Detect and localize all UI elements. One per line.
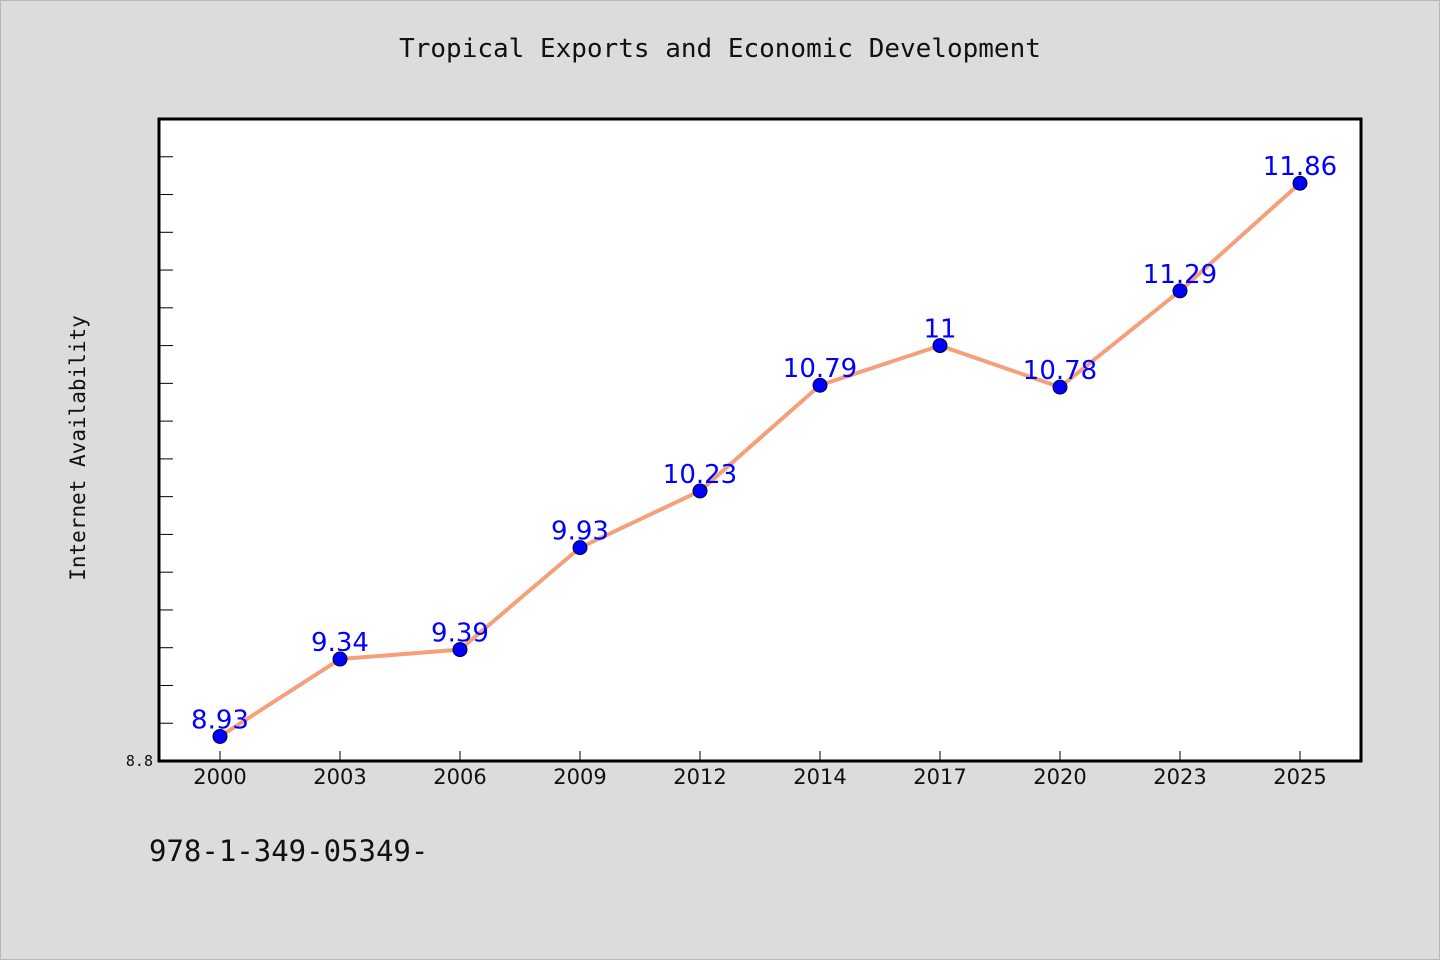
x-tick-label: 2014: [793, 765, 846, 789]
data-label: 11.29: [1143, 260, 1217, 290]
x-tick-label: 2003: [313, 765, 366, 789]
x-tick-label: 2023: [1153, 765, 1206, 789]
data-label: 11: [923, 315, 956, 345]
data-label: 9.39: [431, 619, 489, 649]
data-label: 11.86: [1263, 152, 1337, 182]
data-point: [1052, 379, 1068, 395]
data-label: 9.93: [551, 517, 609, 547]
x-tick-label: 2006: [433, 765, 486, 789]
x-tick-label: 2012: [673, 765, 726, 789]
data-point: [332, 651, 348, 667]
series-markers: [212, 175, 1308, 744]
y-axis-ticks: 8.8: [126, 156, 173, 770]
data-label: 10.23: [663, 460, 737, 490]
x-tick-label: 2000: [193, 765, 246, 789]
data-point: [452, 642, 468, 658]
data-label: 8.93: [191, 705, 249, 735]
x-tick-label: 2025: [1273, 765, 1326, 789]
x-axis-ticks: 2000 2003 2006 2009 2012 2014 2017 2020 2023 2025: [193, 751, 1327, 789]
data-point: [572, 540, 588, 556]
data-label: 10.79: [783, 354, 857, 384]
data-label: 9.34: [311, 628, 369, 658]
series-line: [218, 181, 1302, 739]
data-label: 10.78: [1023, 356, 1097, 386]
data-point: [932, 338, 948, 354]
x-tick-label: 2017: [913, 765, 966, 789]
data-point: [1172, 283, 1188, 299]
x-tick-label: 2009: [553, 765, 606, 789]
x-tick-label: 2020: [1033, 765, 1086, 789]
data-point: [212, 728, 228, 744]
y-tick-label: 8.8: [126, 752, 153, 770]
data-labels: 8.93 9.34 9.39 9.93 10.23 10.79 11 10.78 11.29 11…: [191, 152, 1337, 735]
chart-title: Tropical Exports and Economic Developmen…: [399, 34, 1041, 64]
data-point: [1292, 175, 1308, 191]
data-point: [692, 483, 708, 499]
data-point: [812, 377, 828, 393]
footnote-text: 978-1-349-05349-: [149, 834, 429, 868]
